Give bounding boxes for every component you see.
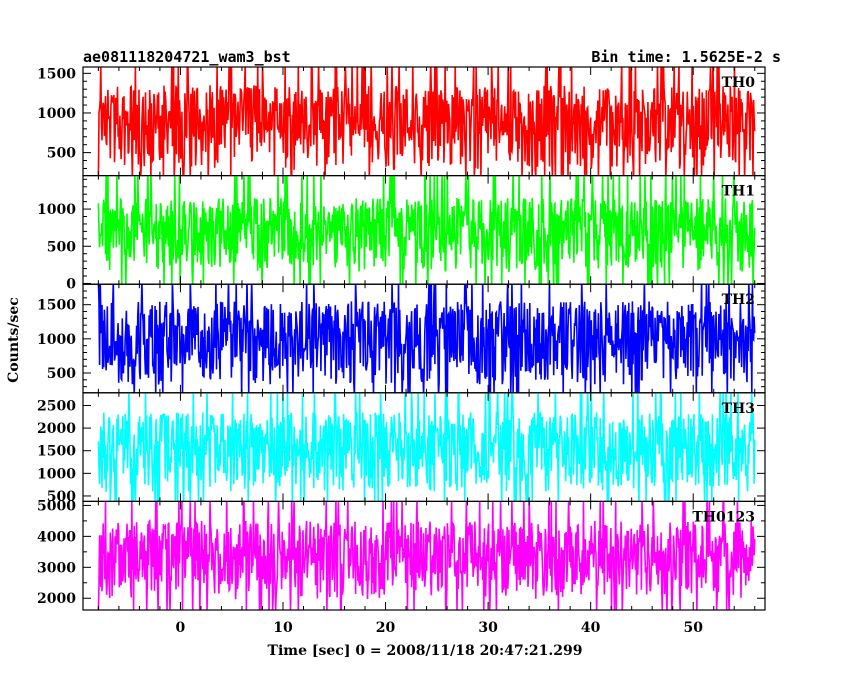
panel-th2: 500 1000 1500 TH2 bbox=[37, 283, 766, 394]
y-axis-th0: 500 1000 1500 bbox=[37, 66, 765, 176]
x-axis: 0 10 20 30 40 50 bbox=[176, 620, 704, 636]
x-tick-label: 40 bbox=[581, 620, 601, 636]
y-axis-th2: 500 1000 1500 bbox=[37, 283, 765, 393]
series-th0123 bbox=[97, 501, 756, 610]
panel-th3: 500 1000 1500 2000 2500 TH3 bbox=[37, 392, 766, 505]
y-tick-label: 1500 bbox=[37, 298, 76, 314]
y-tick-label: 1500 bbox=[37, 444, 76, 460]
x-tick-label: 30 bbox=[478, 620, 498, 636]
panel-th0123: 2000 3000 4000 5000 TH0123 bbox=[37, 498, 766, 611]
y-tick-label: 0 bbox=[66, 276, 76, 292]
x-tick-label: 50 bbox=[683, 620, 703, 636]
y-axis-th1: 0 500 1000 bbox=[37, 175, 765, 292]
y-tick-label: 1000 bbox=[37, 332, 76, 348]
panel-label: TH1 bbox=[722, 184, 755, 200]
series-th3 bbox=[97, 392, 756, 502]
y-tick-label: 1000 bbox=[37, 106, 76, 122]
y-tick-label: 2500 bbox=[37, 398, 76, 414]
y-tick-label: 500 bbox=[47, 489, 76, 505]
y-tick-label: 1500 bbox=[37, 66, 76, 82]
y-tick-label: 3000 bbox=[37, 560, 76, 576]
panel-frame bbox=[82, 500, 766, 611]
x-tick-label: 10 bbox=[273, 620, 293, 636]
y-tick-label: 500 bbox=[47, 239, 76, 255]
panel-th0: 500 1000 1500 TH0 bbox=[37, 66, 766, 177]
y-axis-th0123: 2000 3000 4000 5000 bbox=[37, 498, 765, 610]
y-tick-label: 500 bbox=[47, 366, 76, 382]
y-tick-label: 2000 bbox=[37, 591, 76, 607]
y-tick-label: 2000 bbox=[37, 421, 76, 437]
x-tick-label: 0 bbox=[176, 620, 186, 636]
bin-time-label: Bin time: 1.5625E-2 s bbox=[591, 48, 781, 66]
x-axis-title: Time [sec] 0 = 2008/11/18 20:47:21.299 bbox=[268, 643, 583, 659]
y-tick-label: 4000 bbox=[37, 529, 76, 545]
panel-label: TH2 bbox=[722, 292, 755, 308]
panel-label: TH0123 bbox=[692, 509, 755, 525]
series-th1 bbox=[97, 175, 756, 285]
chart-title: ae081118204721_wam3_bst bbox=[83, 48, 291, 66]
series-th2 bbox=[97, 284, 756, 393]
y-tick-label: 1000 bbox=[37, 466, 76, 482]
panel-th1: 0 500 1000 TH1 bbox=[37, 175, 766, 292]
y-axis-th3: 500 1000 1500 2000 2500 bbox=[37, 392, 765, 505]
y-tick-label: 500 bbox=[47, 146, 76, 162]
panel-label: TH0 bbox=[722, 75, 756, 91]
y-axis-title: Counts/sec bbox=[6, 297, 22, 383]
panel-label: TH3 bbox=[722, 401, 755, 417]
x-tick-label: 20 bbox=[376, 620, 396, 636]
y-tick-label: 5000 bbox=[37, 498, 76, 514]
y-tick-label: 1000 bbox=[37, 202, 76, 218]
series-th0 bbox=[97, 67, 756, 176]
